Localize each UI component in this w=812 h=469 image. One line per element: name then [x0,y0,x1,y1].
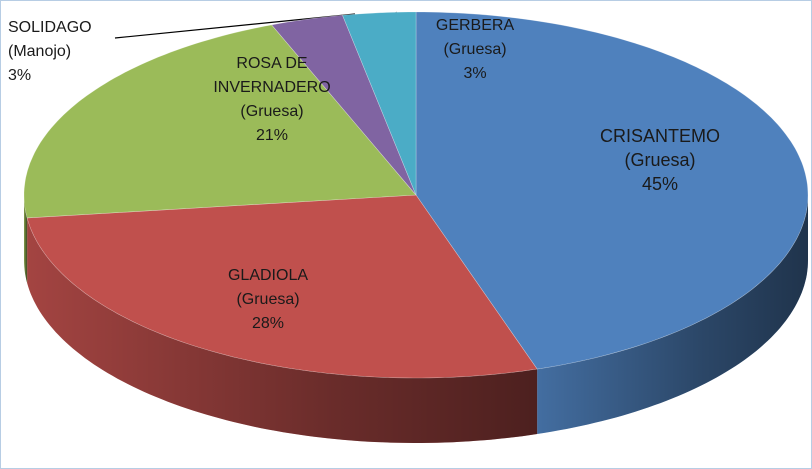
data-label: GLADIOLA (Gruesa) 28% [228,264,308,336]
value-label: 3% [8,67,32,84]
value-label: 3% [463,65,487,82]
category-label: GLADIOLA (Gruesa) [227,267,309,308]
slice [271,14,417,196]
value-label: 45% [641,174,679,194]
data-label: SOLIDAGO (Manojo) 3% [8,16,92,88]
slice-side-shade [27,217,538,443]
value-label: 28% [251,315,285,332]
value-label: 21% [255,127,289,144]
slice [26,194,538,379]
slice [23,24,417,219]
slice [415,11,809,370]
leader-line [114,13,356,39]
data-label: GERBERA (Gruesa) 3% [436,14,514,86]
slice [342,11,417,196]
category-label: ROSA DE INVERNADERO (Gruesa) [213,55,331,120]
category-label: CRISANTEMO (Gruesa) [599,126,721,170]
slice-side-shade [537,195,808,434]
data-label: ROSA DE INVERNADERO (Gruesa) 21% [213,52,330,148]
data-label: CRISANTEMO (Gruesa) 45% [600,124,720,196]
category-label: SOLIDAGO (Manojo) [8,19,92,60]
slice-side-shade [24,195,28,283]
category-label: GERBERA (Gruesa) [435,17,515,58]
